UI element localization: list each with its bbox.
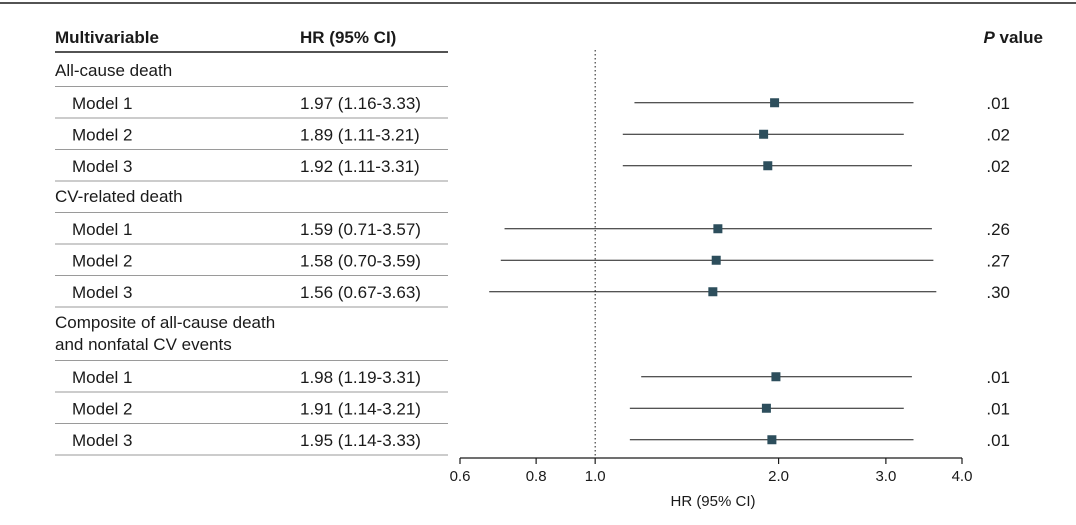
row-label: Model 1 xyxy=(72,220,132,239)
x-tick-label: 1.0 xyxy=(585,468,606,485)
group-label: CV-related death xyxy=(55,187,183,206)
hr-marker xyxy=(771,372,781,382)
p-value-label: .26 xyxy=(986,220,1010,239)
x-tick-label: 0.8 xyxy=(526,468,547,485)
hr-value-label: 1.59 (0.71-3.57) xyxy=(300,220,421,239)
x-axis: 0.6 0.8 1.0 2.0 3.0 4.0 HR (95% CI) xyxy=(450,50,973,510)
row-label: Model 1 xyxy=(72,94,132,113)
x-axis-title: HR (95% CI) xyxy=(670,493,755,510)
group-label: All-cause death xyxy=(55,61,172,80)
row-label: Model 2 xyxy=(72,251,132,270)
x-tick-label: 0.6 xyxy=(450,468,471,485)
row-label: Model 2 xyxy=(72,399,132,418)
p-value-label: .02 xyxy=(986,157,1010,176)
x-tick-label: 4.0 xyxy=(952,468,973,485)
p-value-label: .27 xyxy=(986,251,1010,270)
hr-value-label: 1.97 (1.16-3.33) xyxy=(300,94,421,113)
group-label: and nonfatal CV events xyxy=(55,335,232,354)
x-tick-label: 2.0 xyxy=(768,468,789,485)
hr-value-label: 1.92 (1.11-3.31) xyxy=(300,157,420,176)
row-label: Model 3 xyxy=(72,431,132,450)
p-value-header: P value xyxy=(983,28,1043,47)
x-tick-label: 3.0 xyxy=(875,468,896,485)
hr-marker xyxy=(708,287,718,297)
hr-marker xyxy=(761,403,771,413)
p-value-label: .02 xyxy=(986,125,1010,144)
row-label: Model 3 xyxy=(72,283,132,302)
row-label: Model 1 xyxy=(72,368,132,387)
hr-marker xyxy=(763,161,773,171)
p-value-label: .01 xyxy=(986,399,1010,418)
forest-rows: All-cause death Model 1 1.97 (1.16-3.33) .0… xyxy=(55,61,1010,456)
p-value-label: .30 xyxy=(986,283,1010,302)
row-label: Model 3 xyxy=(72,157,132,176)
hr-value-label: 1.89 (1.11-3.21) xyxy=(300,125,420,144)
row-label: Model 2 xyxy=(72,125,132,144)
p-value-label: .01 xyxy=(986,94,1010,113)
p-value-label: .01 xyxy=(986,431,1010,450)
group-label: Composite of all-cause death xyxy=(55,313,275,332)
hr-value-label: 1.56 (0.67-3.63) xyxy=(300,283,421,302)
hr-marker xyxy=(711,255,721,265)
hr-value-label: 1.95 (1.14-3.33) xyxy=(300,431,421,450)
hr-column-header: HR (95% CI) xyxy=(300,28,396,47)
hr-marker xyxy=(767,435,777,445)
label-column-header: Multivariable xyxy=(55,28,159,47)
hr-marker xyxy=(770,98,780,108)
hr-marker xyxy=(759,129,769,139)
hr-marker xyxy=(713,224,723,234)
hr-value-label: 1.91 (1.14-3.21) xyxy=(300,399,421,418)
p-value-label: .01 xyxy=(986,368,1010,387)
hr-value-label: 1.98 (1.19-3.31) xyxy=(300,368,421,387)
hr-value-label: 1.58 (0.70-3.59) xyxy=(300,251,421,270)
